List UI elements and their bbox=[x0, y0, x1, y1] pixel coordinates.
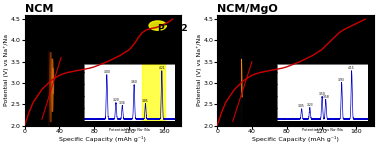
Text: NCM/MgO: NCM/MgO bbox=[217, 4, 278, 14]
Circle shape bbox=[50, 52, 51, 122]
Circle shape bbox=[241, 51, 242, 128]
X-axis label: Specific Capacity (mAh g⁻¹): Specific Capacity (mAh g⁻¹) bbox=[252, 136, 339, 142]
Y-axis label: Potential (V) vs Na⁺/Na: Potential (V) vs Na⁺/Na bbox=[4, 34, 9, 106]
Text: NCM: NCM bbox=[25, 4, 53, 14]
Text: Absence of
P2-O2: Absence of P2-O2 bbox=[250, 37, 311, 59]
Y-axis label: Potential (V) vs Na⁺/Na: Potential (V) vs Na⁺/Na bbox=[197, 34, 202, 106]
Circle shape bbox=[48, 51, 50, 128]
X-axis label: Specific Capacity (mAh g⁻¹): Specific Capacity (mAh g⁻¹) bbox=[59, 136, 146, 142]
Ellipse shape bbox=[149, 21, 166, 30]
Text: P2-O2: P2-O2 bbox=[157, 24, 187, 33]
Circle shape bbox=[52, 59, 53, 112]
Circle shape bbox=[53, 68, 54, 94]
